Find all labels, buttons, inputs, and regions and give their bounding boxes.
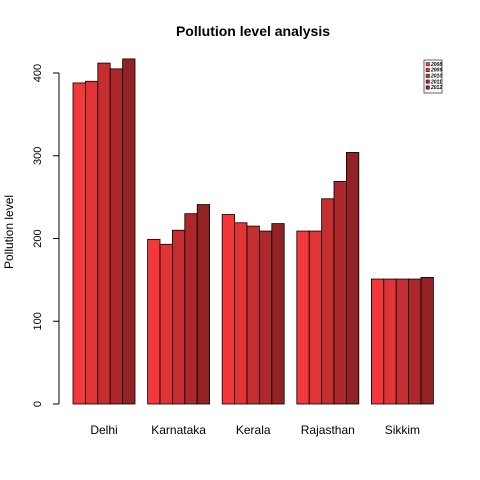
bar	[395, 278, 410, 405]
y-tick-label: 100	[32, 312, 44, 330]
bar	[246, 225, 260, 405]
bar	[85, 80, 99, 405]
bar	[321, 198, 335, 405]
x-tick-label: Sikkim	[385, 423, 420, 437]
category-labels: Delhi Karnataka Kerala Rajasthan Sikkim	[90, 423, 420, 437]
y-axis-label: Pollution level	[2, 195, 16, 269]
bar	[408, 278, 422, 405]
bar	[184, 213, 198, 405]
x-tick-label: Kerala	[236, 423, 271, 437]
bar	[258, 230, 273, 405]
bar	[221, 214, 235, 405]
bars-group	[72, 58, 434, 405]
bar	[308, 230, 323, 405]
bar	[159, 243, 173, 405]
y-tick-label: 300	[32, 147, 44, 165]
bar	[271, 223, 285, 405]
bar	[420, 276, 434, 405]
legend-label: 2008	[430, 62, 442, 68]
legend-swatch	[425, 68, 430, 73]
legend-label: 2010	[430, 74, 442, 80]
bar	[196, 204, 210, 405]
chart-title: Pollution level analysis	[176, 23, 330, 39]
x-tick-label: Karnataka	[151, 423, 206, 437]
bar	[72, 82, 86, 405]
legend-label: 2012	[430, 85, 442, 91]
bar	[171, 229, 186, 405]
x-tick-label: Rajasthan	[301, 423, 355, 437]
legend-label: 2011	[430, 79, 442, 85]
bar	[147, 238, 161, 405]
legend-swatch	[425, 85, 430, 90]
y-axis: 0 100 200 300 400	[32, 64, 60, 407]
bar	[383, 278, 397, 405]
bar	[97, 62, 111, 405]
bar	[370, 278, 385, 405]
y-tick-label: 0	[32, 401, 44, 407]
bar	[296, 230, 310, 405]
x-tick-label: Delhi	[90, 423, 117, 437]
bar	[122, 58, 136, 405]
bar	[109, 68, 123, 405]
legend-swatch	[425, 73, 430, 78]
legend-swatch	[425, 79, 430, 84]
legend-label: 2009	[430, 68, 442, 74]
legend-swatch	[425, 62, 430, 67]
y-tick-label: 400	[32, 64, 44, 82]
bar	[333, 180, 347, 405]
y-tick-label: 200	[32, 229, 44, 247]
bar	[345, 152, 360, 405]
bar	[234, 222, 248, 405]
